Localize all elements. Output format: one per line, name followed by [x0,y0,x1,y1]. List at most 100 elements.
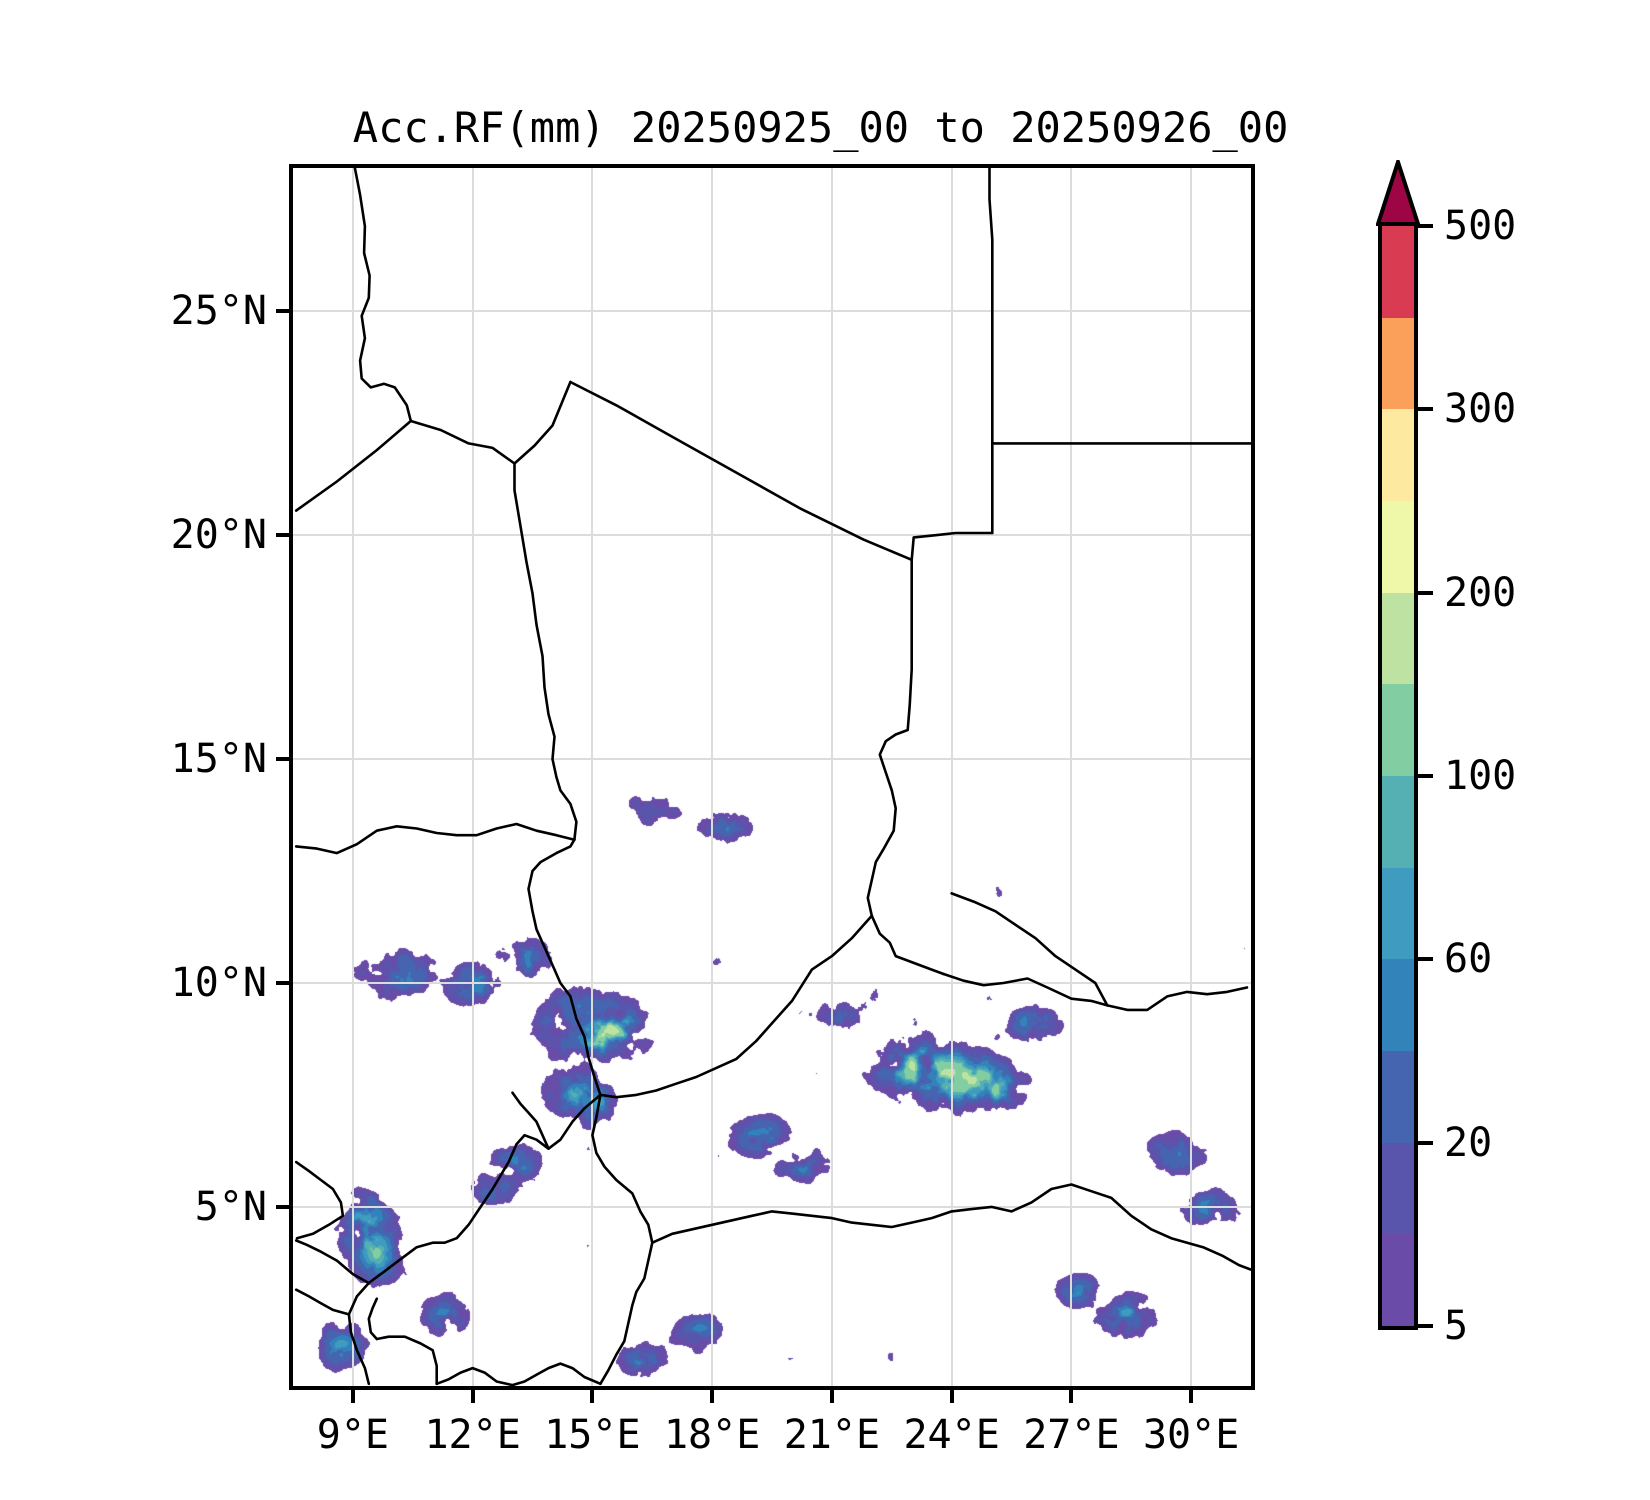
border-line [294,1160,345,1218]
colorbar-tick-mark [1418,590,1433,595]
colorbar: 5 20 60 100 200 300 500 [1376,160,1638,1400]
colorbar-band [1382,867,1414,960]
border-line [527,838,602,1097]
colorbar-band [1382,959,1414,1051]
border-line [569,380,914,562]
colorbar-band [1382,775,1414,868]
colorbar-tick-label: 500 [1444,203,1517,249]
colorbar-tick-mark [1418,774,1433,778]
x-tick-mark [949,1390,954,1403]
colorbar-tick-label: 100 [1444,753,1517,799]
colorbar-extend-arrow [1376,160,1420,226]
border-line [950,892,1109,1007]
y-axis-ticks [276,164,303,1390]
border-line [347,1093,602,1386]
colorbar-band [1382,1234,1414,1326]
border-line [294,1239,371,1285]
colorbar-tick-mark [1418,407,1433,412]
x-tick-label: 15°E [544,1412,641,1458]
colorbar-band [1382,1142,1414,1235]
border-line [511,1091,550,1151]
gridline-vertical [591,168,594,1386]
gridline-horizontal [293,981,1251,984]
colorbar-band [1382,592,1414,685]
x-tick-mark [829,1390,834,1403]
border-line [353,168,413,423]
border-line [367,1297,379,1341]
x-tick-mark [1069,1390,1074,1403]
colorbar-tick-mark [1418,1140,1433,1145]
y-axis-labels: 5°N 10°N 15°N 20°N 25°N [0,164,289,1390]
title-line-1: Acc.RF(mm) 20250925_00 to 20250926_00 [352,102,1289,152]
x-tick-mark [470,1390,475,1403]
y-tick-label: 25°N [170,288,267,335]
y-tick-mark [276,533,289,538]
colorbar-tick-label: 20 [1444,1119,1493,1166]
gridline-vertical [1070,168,1073,1386]
border-line [294,822,576,855]
colorbar-tick-label: 5 [1444,1303,1469,1349]
gridline-vertical [1190,168,1193,1386]
x-tick-label: 9°E [316,1412,389,1458]
border-line [295,1214,345,1240]
x-tick-mark [350,1390,355,1403]
gridline-horizontal [293,1205,1251,1208]
x-tick-label: 18°E [663,1412,761,1458]
gridline-vertical [351,168,354,1386]
colorbar-gradient [1378,222,1418,1330]
border-line [294,1288,351,1316]
y-tick-mark [276,309,289,314]
colorbar-band [1382,1050,1414,1143]
gridline-vertical [711,168,714,1386]
y-tick-label: 5°N [194,1183,267,1230]
x-tick-mark [1189,1390,1194,1403]
border-line [511,1362,602,1386]
country-borders [294,168,1251,1386]
x-axis-ticks [289,1390,1255,1404]
border-line [1185,1241,1251,1271]
gridline-vertical [950,168,953,1386]
gridline-horizontal [293,534,1251,537]
border-line [988,168,994,445]
y-tick-label: 15°N [170,736,267,783]
y-tick-mark [276,1204,289,1209]
x-tick-label: 24°E [903,1412,1000,1458]
colorbar-tick-mark [1418,957,1433,962]
x-tick-mark [590,1390,595,1403]
map-plot-area [293,168,1251,1386]
colorbar-band [1382,684,1414,776]
border-line [1105,986,1249,1012]
gridline-horizontal [293,758,1251,761]
border-line [910,442,994,562]
x-tick-label: 12°E [424,1412,521,1458]
map-axes [289,164,1255,1390]
x-tick-label: 30°E [1142,1412,1240,1458]
border-line [591,1093,654,1386]
colorbar-tick-mark [1418,224,1433,228]
x-tick-mark [710,1390,715,1403]
colorbar-tick-label: 60 [1444,936,1493,983]
colorbar-tick-label: 200 [1444,569,1517,616]
border-line [650,1183,1189,1244]
gridline-vertical [471,168,474,1386]
rainfall-raster [293,168,1251,1386]
colorbar-tick-mark [1418,1324,1433,1328]
colorbar-band [1382,317,1414,410]
x-axis-labels: 9°E 12°E 15°E 18°E 21°E 24°E 27°E 30°E [289,1390,1255,1480]
colorbar-band [1382,500,1414,593]
border-line [942,972,1109,1007]
border-line [375,1335,438,1386]
y-tick-label: 20°N [170,512,267,559]
colorbar-band [1382,409,1414,501]
colorbar-band [1382,225,1414,318]
border-line [599,914,874,1099]
x-tick-label: 21°E [783,1412,881,1458]
y-tick-mark [276,757,289,762]
gridline-horizontal [293,310,1251,313]
gridline-vertical [830,168,833,1386]
border-line [435,1366,514,1386]
y-tick-mark [276,980,289,985]
y-tick-label: 10°N [170,959,267,1006]
border-line [409,380,572,465]
